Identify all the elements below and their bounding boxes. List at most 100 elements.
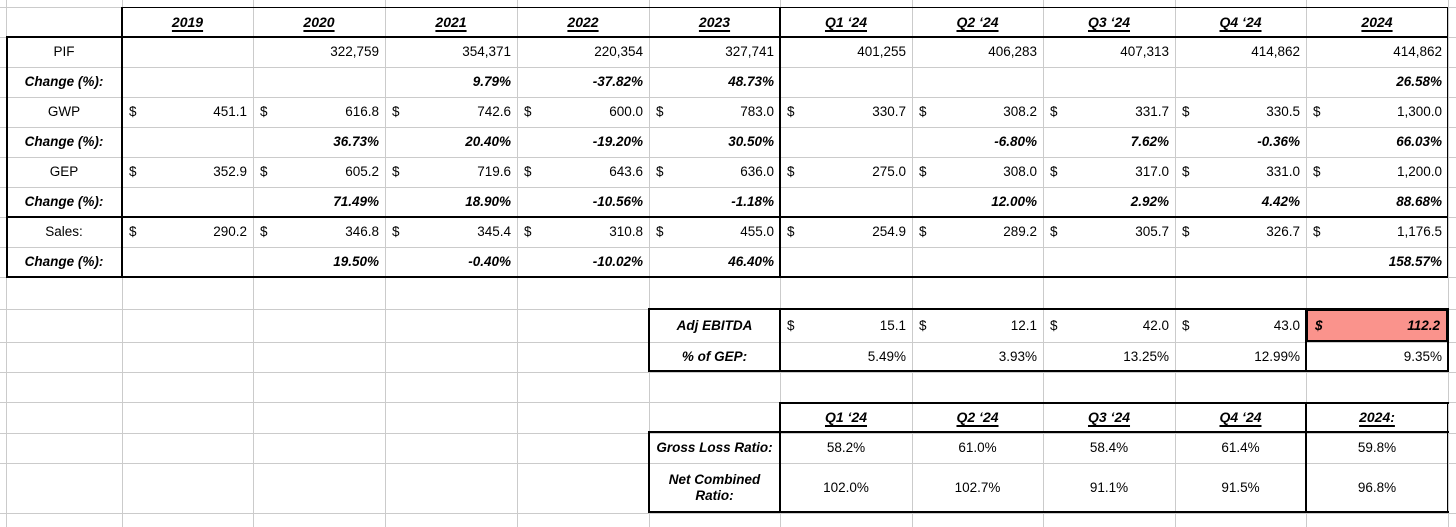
change-cell[interactable]: -19.20% [592, 134, 643, 150]
change-cell[interactable]: -0.36% [1257, 134, 1300, 150]
row-label[interactable]: PIF [53, 44, 75, 60]
data-cell[interactable]: $600.0 [517, 97, 649, 127]
column-header[interactable]: 2024 [1361, 13, 1393, 30]
change-cell[interactable]: 48.73% [728, 74, 774, 90]
empty-cell[interactable] [122, 67, 253, 97]
change-cell[interactable]: 158.57% [1388, 254, 1442, 270]
ratio-value-cell[interactable]: 102.7% [954, 480, 1001, 496]
change-cell[interactable]: 18.90% [465, 194, 511, 210]
data-cell[interactable]: $352.9 [122, 157, 253, 187]
ebitda-percent-cell[interactable]: 13.25% [1123, 349, 1169, 365]
data-cell[interactable]: $305.7 [1043, 217, 1175, 247]
ratio-column-header[interactable]: Q1 ‘24 [824, 409, 868, 426]
ratio-column-header[interactable]: Q3 ‘24 [1087, 409, 1131, 426]
ebitda-value-cell[interactable]: $112.2 [1306, 309, 1448, 342]
data-cell[interactable]: $308.0 [912, 157, 1043, 187]
column-header[interactable]: 2019 [171, 13, 204, 30]
change-cell[interactable]: 20.40% [465, 134, 511, 150]
change-cell[interactable]: -37.82% [592, 74, 643, 90]
empty-cell[interactable] [253, 67, 385, 97]
ebitda-row-label[interactable]: % of GEP: [681, 349, 748, 365]
change-cell[interactable]: 2.92% [1130, 194, 1169, 210]
data-cell[interactable]: $346.8 [253, 217, 385, 247]
ratio-value-cell[interactable]: 61.0% [958, 440, 997, 456]
data-cell[interactable]: 401,255 [857, 44, 906, 60]
ebitda-percent-cell[interactable]: 12.99% [1254, 349, 1300, 365]
data-cell[interactable]: $290.2 [122, 217, 253, 247]
ratio-column-header[interactable]: Q2 ‘24 [956, 409, 999, 426]
row-label[interactable]: Sales: [45, 224, 83, 240]
column-header[interactable]: Q3 ‘24 [1087, 13, 1131, 30]
change-cell[interactable]: -0.40% [468, 254, 511, 270]
row-label[interactable]: Change (%): [24, 74, 104, 90]
change-cell[interactable]: -10.56% [592, 194, 643, 210]
change-cell[interactable]: 66.03% [1396, 134, 1442, 150]
change-cell[interactable]: 46.40% [728, 254, 774, 270]
ratio-value-cell[interactable]: 91.5% [1221, 480, 1260, 496]
ebitda-value-cell[interactable]: $42.0 [1043, 309, 1175, 342]
row-label[interactable]: Change (%): [24, 194, 104, 210]
change-cell[interactable]: 88.68% [1396, 194, 1442, 210]
data-cell[interactable]: $616.8 [253, 97, 385, 127]
column-header[interactable]: 2020 [303, 13, 335, 30]
change-cell[interactable]: 12.00% [991, 194, 1037, 210]
data-cell[interactable]: $254.9 [780, 217, 912, 247]
column-header[interactable]: 2022 [567, 13, 599, 30]
change-cell[interactable]: 7.62% [1130, 134, 1169, 150]
ratio-row-label[interactable]: Net Combined Ratio: [668, 472, 761, 503]
data-cell[interactable]: $636.0 [649, 157, 780, 187]
change-cell[interactable]: -10.02% [592, 254, 643, 270]
change-cell[interactable]: 30.50% [728, 134, 774, 150]
data-cell[interactable]: $605.2 [253, 157, 385, 187]
column-header[interactable]: 2021 [435, 13, 467, 30]
column-header[interactable]: Q1 ‘24 [824, 13, 868, 30]
empty-cell[interactable] [780, 247, 912, 277]
data-cell[interactable]: $1,200.0 [1306, 157, 1448, 187]
data-cell[interactable]: $330.5 [1175, 97, 1306, 127]
column-header[interactable]: Q4 ‘24 [1219, 13, 1262, 30]
row-label[interactable]: GEP [49, 164, 79, 180]
empty-cell[interactable] [122, 247, 253, 277]
data-cell[interactable]: $451.1 [122, 97, 253, 127]
data-cell[interactable]: $317.0 [1043, 157, 1175, 187]
data-cell[interactable]: $289.2 [912, 217, 1043, 247]
change-cell[interactable]: -1.18% [731, 194, 774, 210]
data-cell[interactable]: $742.6 [385, 97, 517, 127]
data-cell[interactable]: $455.0 [649, 217, 780, 247]
empty-cell[interactable] [780, 127, 912, 157]
data-cell[interactable]: 414,862 [1393, 44, 1442, 60]
column-header[interactable]: Q2 ‘24 [956, 13, 999, 30]
empty-cell[interactable] [1175, 67, 1306, 97]
row-label[interactable]: GWP [47, 104, 81, 120]
row-label[interactable]: Change (%): [24, 134, 104, 150]
empty-cell[interactable] [780, 187, 912, 217]
ebitda-value-cell[interactable]: $43.0 [1175, 309, 1306, 342]
empty-cell[interactable] [122, 187, 253, 217]
ratio-value-cell[interactable]: 96.8% [1357, 480, 1397, 496]
data-cell[interactable]: $719.6 [385, 157, 517, 187]
data-cell[interactable]: 406,283 [988, 44, 1037, 60]
empty-cell[interactable] [912, 67, 1043, 97]
data-cell[interactable]: $345.4 [385, 217, 517, 247]
data-cell[interactable]: 414,862 [1251, 44, 1300, 60]
data-cell[interactable]: 220,354 [594, 44, 643, 60]
ratio-value-cell[interactable]: 58.2% [826, 440, 866, 456]
data-cell[interactable]: $275.0 [780, 157, 912, 187]
ratio-value-cell[interactable]: 91.1% [1089, 480, 1129, 496]
data-cell[interactable]: 354,371 [462, 44, 511, 60]
column-header[interactable]: 2023 [698, 13, 731, 30]
change-cell[interactable]: 4.42% [1261, 194, 1300, 210]
empty-cell[interactable] [1175, 247, 1306, 277]
data-cell[interactable]: $326.7 [1175, 217, 1306, 247]
change-cell[interactable]: 71.49% [333, 194, 379, 210]
data-cell[interactable]: $331.7 [1043, 97, 1175, 127]
data-cell[interactable]: $1,300.0 [1306, 97, 1448, 127]
data-cell[interactable]: $783.0 [649, 97, 780, 127]
data-cell[interactable]: $331.0 [1175, 157, 1306, 187]
ratio-value-cell[interactable]: 58.4% [1089, 440, 1129, 456]
empty-cell[interactable] [1043, 67, 1175, 97]
ebitda-percent-cell[interactable]: 9.35% [1403, 349, 1442, 365]
change-cell[interactable]: 36.73% [333, 134, 379, 150]
empty-cell[interactable] [122, 37, 253, 67]
data-cell[interactable]: $643.6 [517, 157, 649, 187]
